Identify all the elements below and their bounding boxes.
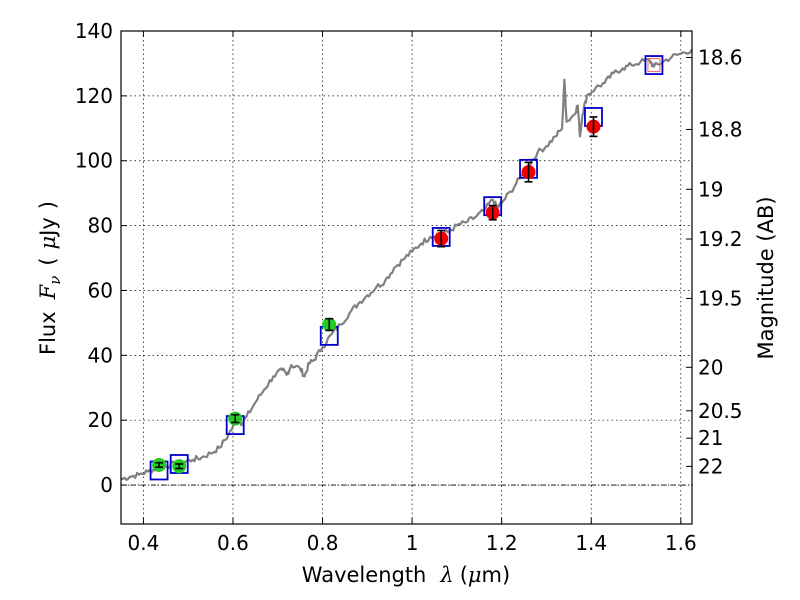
synthetic-photometry-square: [644, 55, 664, 75]
y2-tick-label: 22: [698, 454, 723, 478]
y-tick-label: 140: [75, 19, 113, 43]
y-tick-label: 0: [100, 473, 113, 497]
y2-tick-label: 19: [698, 177, 723, 201]
spectrum-line: [120, 49, 693, 481]
ticks: 0.4 0.6 0.8 1 1.2 1.4 1.6 0 20 40 60 80 100 120 140 18.…: [75, 19, 743, 555]
x-tick-label: 0.6: [217, 531, 249, 555]
secondary-y-axis-title: Magnitude (AB): [754, 196, 778, 359]
y2-tick-label: 18.8: [698, 117, 743, 141]
y2-tick-label: 19.2: [698, 227, 743, 251]
y-tick-label: 40: [88, 343, 113, 367]
y-tick-label: 60: [88, 278, 113, 302]
y-tick-label: 100: [75, 149, 113, 173]
grid: [121, 31, 692, 524]
spectrum-layer: [120, 49, 693, 481]
y2-tick-label: 20: [698, 355, 723, 379]
y-tick-label: 80: [88, 214, 113, 238]
x-tick-label: 0.4: [127, 531, 159, 555]
x-tick-label: 0.8: [307, 531, 339, 555]
x-axis-title: Wavelength λ (μm): [302, 563, 510, 587]
y-tick-label: 20: [88, 408, 113, 432]
y2-tick-label: 18.6: [698, 46, 743, 70]
y2-tick-label: 19.5: [698, 286, 743, 310]
photometry-points-layer: [152, 116, 601, 474]
y2-tick-label: 21: [698, 426, 723, 450]
y-axis-title: FluxFν(μJy): [36, 201, 64, 355]
x-tick-label: 1.2: [486, 531, 518, 555]
y-tick-label: 120: [75, 84, 113, 108]
synthetic-photometry-square-inner: [647, 58, 661, 73]
x-tick-label: 1.6: [665, 531, 697, 555]
x-tick-label: 1.4: [575, 531, 607, 555]
y2-tick-label: 20.5: [698, 399, 743, 423]
x-tick-label: 1: [406, 531, 419, 555]
plot-frame: [120, 30, 693, 525]
synthetic-photometry-layer: [149, 55, 664, 481]
